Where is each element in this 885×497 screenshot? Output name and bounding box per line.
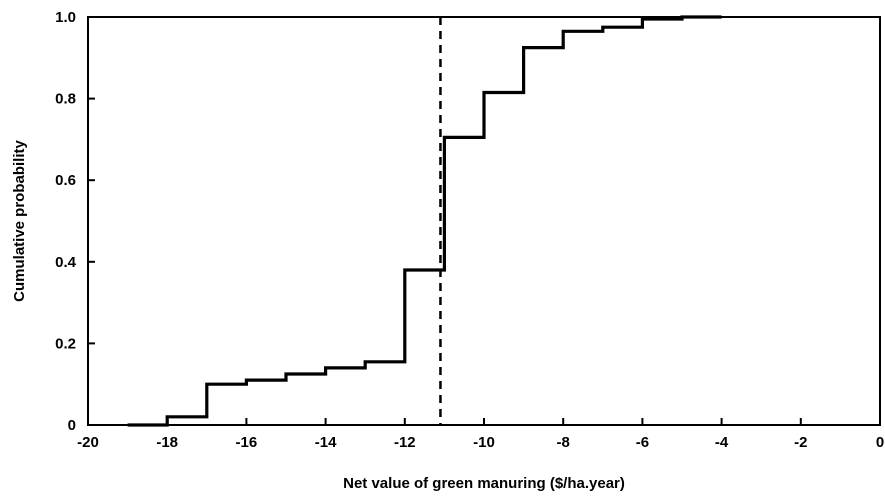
y-tick-label: 1.0 xyxy=(55,9,76,26)
x-tick-label: -14 xyxy=(315,434,337,451)
x-tick-label: -4 xyxy=(715,434,729,451)
cdf-step-line xyxy=(127,15,722,427)
x-tick-label: -6 xyxy=(636,434,649,451)
tick-labels: -20 -18 -16 -14 -12 -10 -8 -6 -4 -2 000.20.40.60.8… xyxy=(55,9,884,451)
y-tick-label: 0.4 xyxy=(55,254,77,271)
x-tick-label: -8 xyxy=(557,434,570,451)
x-tick-label: -12 xyxy=(394,434,416,451)
y-tick-label: 0.2 xyxy=(55,335,76,352)
axis-ticks xyxy=(87,16,881,426)
x-tick-label: -20 xyxy=(77,434,99,451)
y-axis-title: Cumulative probability xyxy=(11,140,28,302)
x-axis-title: Net value of green manuring ($/ha.year) xyxy=(343,475,625,492)
x-tick-label: -10 xyxy=(473,434,495,451)
y-tick-label: 0.6 xyxy=(55,172,76,189)
x-tick-label: -18 xyxy=(156,434,178,451)
x-tick-label: -2 xyxy=(794,434,807,451)
y-tick-label: 0 xyxy=(68,417,76,434)
x-tick-label: 0 xyxy=(876,434,884,451)
y-tick-label: 0.8 xyxy=(55,91,76,108)
x-tick-label: -16 xyxy=(236,434,258,451)
plot-frame xyxy=(87,16,881,426)
